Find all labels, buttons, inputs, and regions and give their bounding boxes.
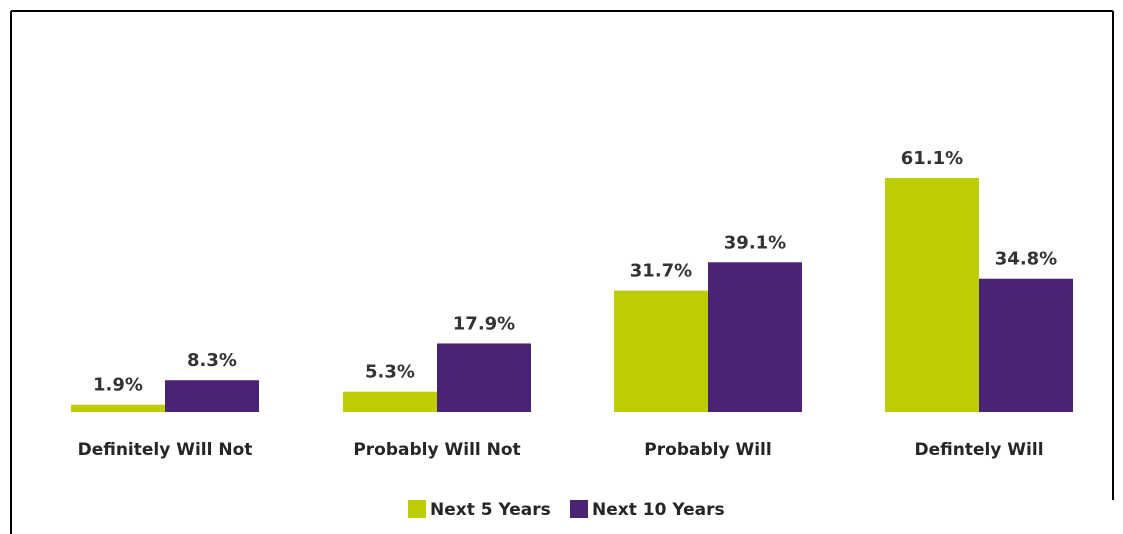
bar-next-5-years-probably-will (614, 290, 708, 412)
data-label-next-10-years-defintely-will: 34.8% (995, 249, 1057, 270)
category-labels-layer: Definitely Will Not Probably Will Not Prob… (78, 440, 1044, 460)
bar-next-5-years-defintely-will (885, 178, 979, 412)
bar-next-10-years-probably-will (708, 262, 802, 412)
data-label-next-10-years-probably-will-not: 17.9% (453, 313, 515, 334)
category-label-probably-will-not: Probably Will Not (353, 440, 520, 460)
bar-next-10-years-defintely-will (979, 278, 1073, 412)
data-label-next-10-years-probably-will: 39.1% (724, 232, 786, 253)
legend-swatch-next-10-years (570, 500, 588, 518)
bar-next-10-years-definitely-will-not (165, 380, 259, 412)
value-labels-layer: 1.9% 8.3% 5.3% 17.9% 31.7% 39.1% 61.1% 34.8% (93, 148, 1057, 396)
category-label-probably-will: Probably Will (644, 440, 771, 460)
legend: Next 5 Years Next 10 Years (408, 500, 725, 520)
data-label-next-10-years-definitely-will-not: 8.3% (187, 350, 237, 371)
bar-next-10-years-probably-will-not (437, 343, 531, 412)
data-label-next-5-years-probably-will: 31.7% (630, 261, 692, 282)
data-label-next-5-years-defintely-will: 61.1% (901, 148, 963, 169)
legend-label-next-10-years: Next 10 Years (592, 500, 725, 520)
legend-swatch-next-5-years (408, 500, 426, 518)
bars-layer (71, 178, 1073, 412)
legend-label-next-5-years: Next 5 Years (430, 500, 551, 520)
category-label-defintely-will: Defintely Will (914, 440, 1043, 460)
bar-next-5-years-probably-will-not (343, 391, 437, 412)
data-label-next-5-years-definitely-will-not: 1.9% (93, 375, 143, 396)
bar-next-5-years-definitely-will-not (71, 404, 165, 412)
data-label-next-5-years-probably-will-not: 5.3% (365, 362, 415, 383)
category-label-definitely-will-not: Definitely Will Not (78, 440, 253, 460)
